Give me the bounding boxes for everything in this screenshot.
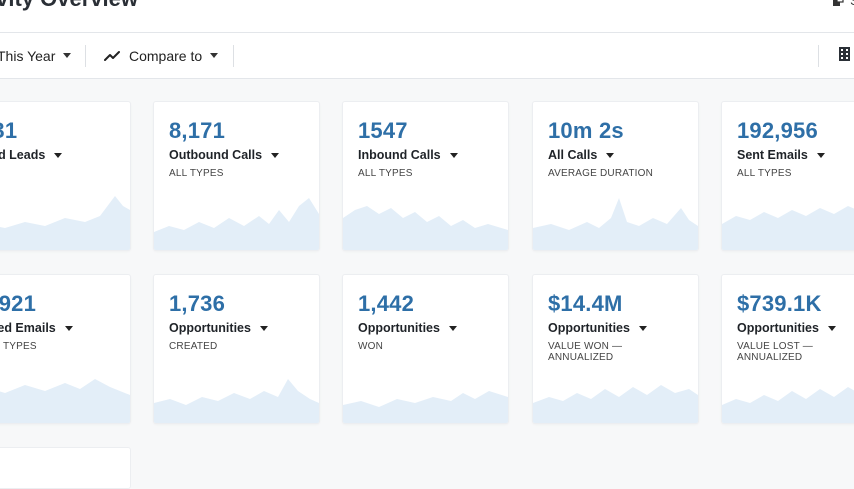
sparkline [0, 196, 130, 250]
metric-label: All Calls [548, 148, 598, 162]
sparkline [154, 379, 319, 423]
toolbar-divider [85, 45, 86, 67]
metric-label-dropdown[interactable]: Opportunities [169, 321, 268, 335]
metric-card-received-emails[interactable]: 8,921 eived Emails TYPES [0, 274, 131, 424]
sparkline [343, 206, 508, 250]
metric-value: 8,921 [0, 291, 37, 316]
metric-card-sent-emails[interactable]: 192,956 Sent Emails ALL TYPES [721, 101, 854, 251]
period-dropdown[interactable]: This Year [0, 33, 72, 78]
metric-label-dropdown[interactable]: eived Emails [0, 321, 73, 335]
metric-label: Opportunities [358, 321, 440, 335]
chevron-down-icon [54, 152, 63, 158]
metric-label: eived Emails [0, 321, 56, 335]
metric-label: Sent Emails [737, 148, 808, 162]
metric-subtitle: ALL TYPES [169, 168, 224, 179]
metric-subtitle: CREATED [169, 341, 218, 352]
trend-line-icon [104, 50, 120, 61]
metric-subtitle: WON [358, 341, 384, 352]
chevron-down-icon [259, 325, 268, 331]
metric-subtitle: AVERAGE DURATION [548, 168, 654, 179]
chevron-down-icon [63, 53, 72, 58]
metric-value: 831 [0, 118, 18, 143]
share-button[interactable]: Sh [832, 0, 854, 8]
sparkline [154, 198, 319, 250]
metric-value: 8,171 [169, 118, 226, 143]
metric-card-value-won[interactable]: $14.4M Opportunities VALUE WON — ANNUALI… [532, 274, 699, 424]
sparkline [533, 198, 698, 250]
metric-card-all-calls[interactable]: 10m 2s All Calls AVERAGE DURATION [532, 101, 699, 251]
share-label: Sh [850, 0, 854, 8]
chevron-down-icon [816, 152, 825, 158]
metric-card-created-leads[interactable]: 831 ated Leads [0, 101, 131, 251]
sparkline [533, 385, 698, 423]
chevron-down-icon [271, 152, 280, 158]
metric-label-dropdown[interactable]: Outbound Calls [169, 148, 280, 162]
metric-value: $739.1K [737, 291, 822, 316]
metric-label: Opportunities [737, 321, 819, 335]
metric-label-dropdown[interactable]: Opportunities [358, 321, 457, 335]
share-icon [833, 0, 844, 6]
metric-label-dropdown[interactable]: Opportunities [548, 321, 647, 335]
page-header: ivity Overview Sh [0, 0, 854, 33]
filter-toolbar: This Year Compare to [0, 33, 854, 79]
metric-label: Outbound Calls [169, 148, 263, 162]
chevron-down-icon [64, 325, 73, 331]
building-icon[interactable] [839, 47, 850, 61]
sparkline [722, 387, 854, 423]
metric-card-value-lost[interactable]: $739.1K Opportunities VALUE LOST — ANNUA… [721, 274, 854, 424]
metric-label-dropdown[interactable]: All Calls [548, 148, 615, 162]
metric-label: Opportunities [548, 321, 630, 335]
chevron-down-icon [210, 53, 219, 58]
metric-subtitle: VALUE WON — ANNUALIZED [548, 341, 623, 363]
sparkline [722, 206, 854, 250]
metric-value: 192,956 [737, 118, 818, 143]
metric-card-opportunities-created[interactable]: 1,736 Opportunities CREATED [153, 274, 320, 424]
chevron-down-icon [606, 152, 615, 158]
metric-subtitle: TYPES [3, 341, 37, 352]
metric-card-partial [0, 447, 131, 489]
metric-subtitle: ALL TYPES [737, 168, 792, 179]
metric-card-opportunities-won[interactable]: 1,442 Opportunities WON [342, 274, 509, 424]
metric-label-dropdown[interactable]: Sent Emails [737, 148, 825, 162]
metric-label: ated Leads [0, 148, 46, 162]
chevron-down-icon [827, 325, 836, 331]
metric-label-dropdown[interactable]: Inbound Calls [358, 148, 458, 162]
metric-card-inbound-calls[interactable]: 1547 Inbound Calls ALL TYPES [342, 101, 509, 251]
chevron-down-icon [638, 325, 647, 331]
metric-subtitle: VALUE LOST — ANNUALIZED [737, 341, 813, 363]
page-title: ivity Overview [0, 0, 138, 12]
metric-label-dropdown[interactable]: ated Leads [0, 148, 63, 162]
metric-value: $14.4M [548, 291, 623, 316]
toolbar-divider [233, 45, 234, 67]
chevron-down-icon [449, 152, 458, 158]
period-label: This Year [0, 47, 56, 64]
metric-value: 10m 2s [548, 118, 624, 143]
toolbar-divider [818, 45, 819, 67]
chevron-down-icon [448, 325, 457, 331]
metric-label: Inbound Calls [358, 148, 441, 162]
sparkline [343, 391, 508, 423]
metric-label-dropdown[interactable]: Opportunities [737, 321, 836, 335]
metric-subtitle: ALL TYPES [358, 168, 413, 179]
metric-label: Opportunities [169, 321, 251, 335]
metric-value: 1,736 [169, 291, 226, 316]
metric-value: 1547 [358, 118, 408, 143]
metric-value: 1,442 [358, 291, 415, 316]
compare-dropdown[interactable]: Compare to [104, 33, 219, 78]
metric-card-outbound-calls[interactable]: 8,171 Outbound Calls ALL TYPES [153, 101, 320, 251]
compare-label: Compare to [129, 47, 203, 64]
sparkline [0, 379, 130, 423]
